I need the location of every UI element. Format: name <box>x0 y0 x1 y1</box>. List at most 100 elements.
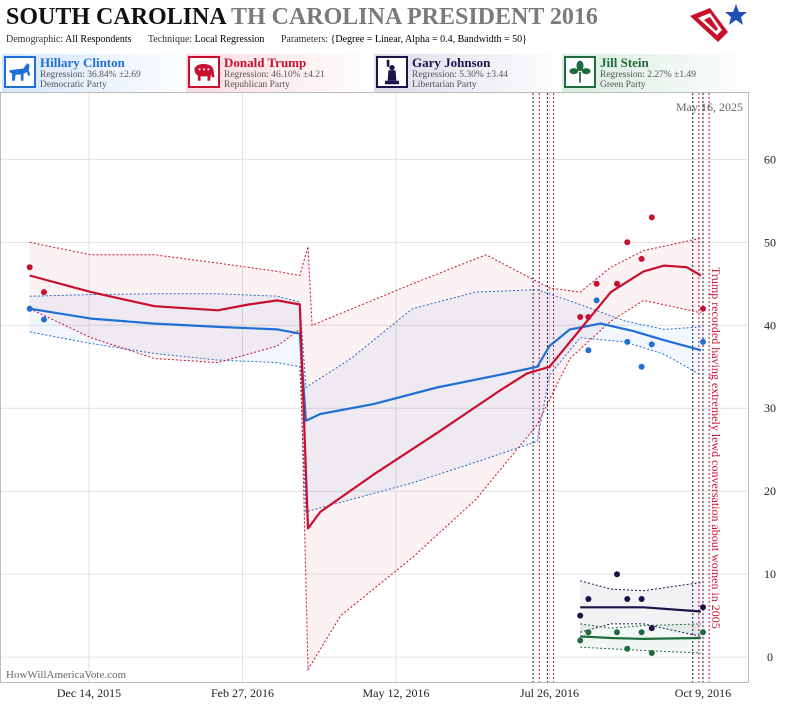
donald-trump-poll-point <box>648 214 655 221</box>
hillary-clinton-poll-point <box>585 347 592 354</box>
gary-johnson-poll-point <box>577 612 584 619</box>
hillary-clinton-poll-point <box>41 316 47 323</box>
title-state: SOUTH CAROLINA <box>6 4 226 30</box>
donald-trump-poll-point <box>638 255 645 262</box>
donald-trump-trend-line <box>29 264 702 530</box>
hillary-clinton-band-fill <box>29 289 701 512</box>
page-title: SOUTH CAROLINA TH CAROLINA PRESIDENT 201… <box>6 4 598 31</box>
gary-johnson-band-lower <box>580 623 702 637</box>
y-tick-label: 30 <box>764 401 776 415</box>
y-axis-ticks: 0 10 20 30 40 50 60 <box>764 152 776 664</box>
candidate-name: Hillary Clinton <box>40 55 125 70</box>
gary-johnson-band-fill <box>580 580 701 637</box>
jill-stein-poll-point <box>585 629 592 636</box>
y-tick-label: 50 <box>764 235 776 249</box>
date-stamp: May 16, 2025 <box>676 100 743 114</box>
gary-johnson-poll-point <box>614 571 620 578</box>
technique-label: Technique: <box>147 34 193 45</box>
demographic-label: Demographic: <box>6 34 64 45</box>
donald-trump-poll-point <box>700 305 706 312</box>
hillary-clinton-poll-point <box>26 305 33 312</box>
donald-trump-poll-point <box>614 280 620 287</box>
hillary-clinton-poll-point <box>593 297 600 304</box>
poll-points <box>26 214 706 656</box>
candidate-party: Democratic Party <box>40 80 107 90</box>
y-tick-label: 0 <box>767 650 773 664</box>
plot-frame <box>0 92 749 683</box>
donald-trump-poll-point <box>585 314 592 320</box>
gary-johnson-poll-point <box>585 596 592 602</box>
y-tick-label: 20 <box>764 484 776 498</box>
hillary-clinton-poll-point <box>624 338 631 345</box>
jill-stein-poll-point <box>700 629 706 636</box>
poll-chart: 0 10 20 30 40 50 60 Dec 14, 2015 Feb 27, 2016 Ma… <box>0 92 776 700</box>
gridlines <box>1 93 748 682</box>
hillary-clinton-poll-point <box>700 338 706 345</box>
watermark: HowWillAmericaVote.com <box>6 669 126 681</box>
candidate-name: Donald Trump <box>224 55 307 70</box>
jill-stein-poll-point <box>638 629 645 636</box>
donald-trump-band-lower <box>29 299 702 672</box>
hillary-clinton-band-lower <box>29 331 702 513</box>
donald-trump-poll-point <box>41 289 47 296</box>
candidate-johnson: Gary Johnson Regression: 5.30% ±3.44 Lib… <box>374 54 566 92</box>
hillary-clinton-poll-point <box>648 341 655 348</box>
x-axis-ticks: Dec 14, 2015 Feb 27, 2016 May 12, 2016 Jul … <box>57 686 731 700</box>
event-annotation: Trump recorded having extremely lewd con… <box>709 267 723 629</box>
candidate-regression: Regression: 5.30% ±3.44 <box>412 70 508 80</box>
hillary-clinton-poll-point <box>638 363 645 370</box>
gary-johnson-poll-point <box>624 596 631 602</box>
x-tick-label: Feb 27, 2016 <box>211 686 274 700</box>
candidate-name: Jill Stein <box>600 55 649 70</box>
donald-trump-poll-point <box>26 264 33 271</box>
candidate-party: Green Party <box>600 80 646 90</box>
jill-stein-poll-point <box>624 645 631 652</box>
regression-lines <box>29 264 702 640</box>
jill-stein-poll-point <box>648 650 655 656</box>
candidate-regression: Regression: 36.84% ±2.69 <box>40 70 141 80</box>
gary-johnson-poll-point <box>638 596 645 602</box>
hillary-clinton-trend-line <box>29 307 702 422</box>
candidate-clinton: Hillary Clinton Regression: 36.84% ±2.69… <box>2 54 194 92</box>
parameters-line: Demographic: All Respondents Technique: … <box>6 34 541 45</box>
candidate-trump: Donald Trump Regression: 46.10% ±4.21 Re… <box>186 54 378 92</box>
liberty-icon <box>376 56 408 88</box>
candidate-name: Gary Johnson <box>412 55 491 70</box>
confidence-bands <box>29 237 702 672</box>
candidate-stein: Jill Stein Regression: 2.27% ±1.49 Green… <box>562 54 754 92</box>
y-tick-label: 40 <box>764 318 776 332</box>
jill-stein-trend-line <box>580 635 701 640</box>
x-tick-label: Jul 26, 2016 <box>520 686 579 700</box>
jill-stein-band-lower <box>580 646 701 654</box>
candidate-legend: Hillary Clinton Regression: 36.84% ±2.69… <box>0 54 789 92</box>
leaf-icon <box>564 56 596 88</box>
x-tick-label: Dec 14, 2015 <box>57 686 121 700</box>
gary-johnson-trend-line <box>580 606 701 613</box>
gary-johnson-poll-point <box>700 604 706 611</box>
gary-johnson-poll-point <box>648 625 655 632</box>
elephant-icon <box>188 56 220 88</box>
candidate-regression: Regression: 2.27% ±1.49 <box>600 70 696 80</box>
donald-trump-poll-point <box>577 314 584 320</box>
donald-trump-band-fill <box>29 238 701 670</box>
parameters-value: {Degree = Linear, Alpha = 0.4, Bandwidth… <box>330 34 527 45</box>
hillary-clinton-band-upper <box>29 289 701 389</box>
donald-trump-band-upper <box>29 237 702 327</box>
technique-value: Local Regression <box>194 34 265 45</box>
y-tick-label: 60 <box>764 152 776 166</box>
candidate-party: Libertarian Party <box>412 80 477 90</box>
y-tick-label: 10 <box>764 567 776 581</box>
demographic-value: All Respondents <box>65 34 132 45</box>
jill-stein-band-upper <box>580 623 701 629</box>
donald-trump-poll-point <box>624 239 631 246</box>
jill-stein-poll-point <box>577 637 584 644</box>
candidate-regression: Regression: 46.10% ±4.21 <box>224 70 325 80</box>
jill-stein-poll-point <box>614 629 620 636</box>
x-tick-label: May 12, 2016 <box>362 686 429 700</box>
candidate-party: Republican Party <box>224 80 290 90</box>
parameters-label: Parameters: <box>280 34 329 45</box>
header: SOUTH CAROLINA TH CAROLINA PRESIDENT 201… <box>0 0 789 50</box>
x-tick-label: Oct 9, 2016 <box>675 686 731 700</box>
gary-johnson-band-upper <box>580 580 701 592</box>
title-race: TH CAROLINA PRESIDENT 2016 <box>230 4 598 30</box>
